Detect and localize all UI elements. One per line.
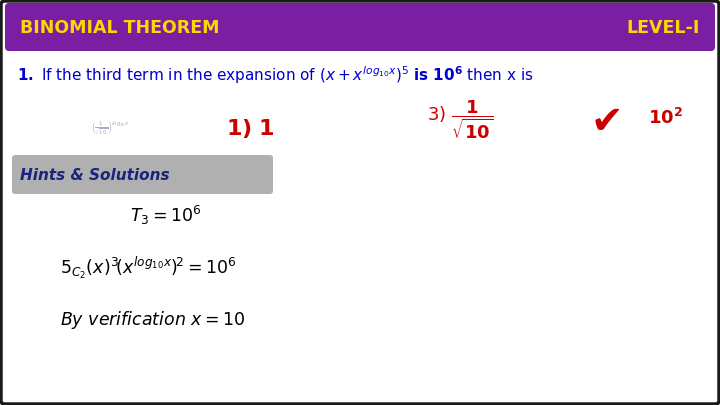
Text: $\mathbf{10^2}$: $\mathbf{10^2}$ (648, 108, 683, 128)
Text: $5_{C_2}(x)^3\!\left(x^{log_{10}x}\right)^{\!2} = 10^6$: $5_{C_2}(x)^3\!\left(x^{log_{10}x}\right… (60, 255, 237, 281)
Text: Hints & Solutions: Hints & Solutions (20, 168, 170, 183)
Text: $\left(\frac{1}{\sqrt{10}}\right)^{log_{10}x}$: $\left(\frac{1}{\sqrt{10}}\right)^{log_{… (91, 119, 130, 137)
FancyBboxPatch shape (5, 3, 715, 51)
Text: $By\ verification\ x = 10$: $By\ verification\ x = 10$ (60, 309, 246, 331)
FancyBboxPatch shape (12, 155, 273, 194)
Text: $\mathbf{1.}$ If the third term in the expansion of $\left(x+x^{log_{10}x}\right: $\mathbf{1.}$ If the third term in the e… (17, 64, 534, 86)
Text: ✔: ✔ (590, 103, 624, 141)
Text: $3)\ \dfrac{\mathbf{1}}{\sqrt{\mathbf{10}}}$: $3)\ \dfrac{\mathbf{1}}{\sqrt{\mathbf{10… (427, 98, 493, 141)
Text: $T_3 = 10^6$: $T_3 = 10^6$ (130, 203, 202, 226)
Text: $\mathbf{1)}\ \mathbf{1}$: $\mathbf{1)}\ \mathbf{1}$ (225, 117, 274, 139)
Text: LEVEL-I: LEVEL-I (626, 19, 700, 37)
Text: BINOMIAL THEOREM: BINOMIAL THEOREM (20, 19, 220, 37)
